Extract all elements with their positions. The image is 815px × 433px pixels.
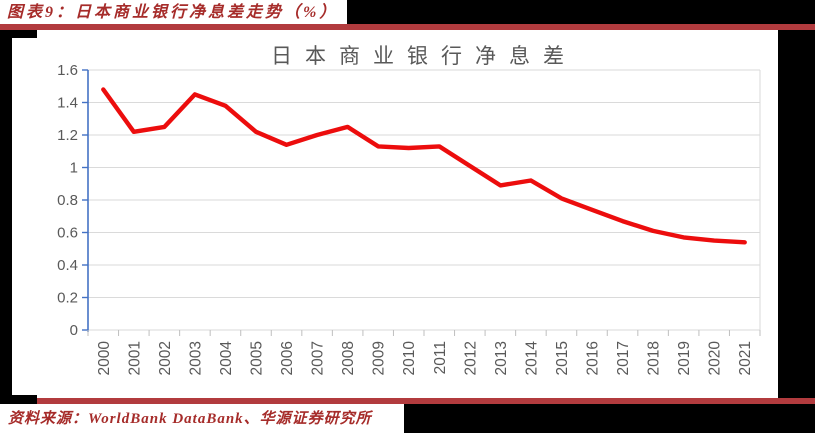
svg-text:2011: 2011 (432, 341, 449, 374)
bottom-rule (37, 398, 815, 404)
svg-text:2016: 2016 (585, 341, 602, 375)
chart-title: 日本商业银行净息差 (271, 44, 577, 68)
figure-caption: 图表9：日本商业银行净息差走势（%） (7, 4, 339, 21)
svg-text:2018: 2018 (646, 341, 663, 375)
svg-text:2007: 2007 (310, 341, 327, 375)
svg-text:1.2: 1.2 (57, 127, 78, 144)
gridlines (88, 69, 761, 331)
crop-black-bottom-right (404, 404, 815, 433)
crop-black-top-right (347, 0, 815, 24)
top-rule (0, 24, 815, 30)
svg-text:2004: 2004 (218, 341, 235, 376)
svg-text:2000: 2000 (96, 341, 113, 376)
svg-text:0.2: 0.2 (57, 290, 78, 307)
crop-black-left-top-notch (0, 30, 37, 38)
svg-text:2017: 2017 (615, 341, 632, 375)
svg-text:0.4: 0.4 (57, 257, 78, 274)
svg-text:0.6: 0.6 (57, 225, 78, 242)
svg-text:2002: 2002 (157, 341, 174, 375)
svg-text:2001: 2001 (126, 341, 143, 375)
svg-text:2003: 2003 (187, 341, 204, 375)
series-line-net-interest-margin (101, 87, 747, 245)
svg-text:2013: 2013 (493, 341, 510, 375)
svg-text:0: 0 (70, 322, 78, 339)
svg-text:1.6: 1.6 (57, 62, 78, 79)
x-axis-labels: 2000 2001 2002 2003 2004 2005 2006 2007 2008 2009… (96, 341, 754, 376)
svg-text:2020: 2020 (707, 341, 724, 376)
crop-black-left-bottom-notch (0, 395, 37, 404)
svg-text:1: 1 (70, 160, 78, 177)
svg-text:1.4: 1.4 (57, 95, 78, 112)
svg-text:2006: 2006 (279, 341, 296, 375)
y-axis-labels: 0 0.2 0.4 0.6 0.8 1 1.2 1.4 1.6 (57, 62, 78, 339)
svg-text:2021: 2021 (737, 341, 754, 375)
svg-text:2014: 2014 (523, 341, 540, 376)
crop-black-right-strip (778, 30, 815, 398)
source-note: 资料来源：WorldBank DataBank、华源证券研究所 (8, 411, 372, 427)
svg-text:2008: 2008 (340, 341, 357, 375)
svg-text:2012: 2012 (462, 341, 479, 375)
y-axis (82, 69, 89, 332)
svg-text:0.8: 0.8 (57, 192, 78, 209)
crop-black-left-strip (0, 30, 12, 398)
svg-text:2009: 2009 (371, 341, 388, 375)
svg-text:2015: 2015 (554, 341, 571, 375)
svg-text:2005: 2005 (249, 341, 266, 375)
svg-text:2019: 2019 (676, 341, 693, 375)
x-axis (87, 330, 761, 336)
svg-text:2010: 2010 (401, 341, 418, 376)
